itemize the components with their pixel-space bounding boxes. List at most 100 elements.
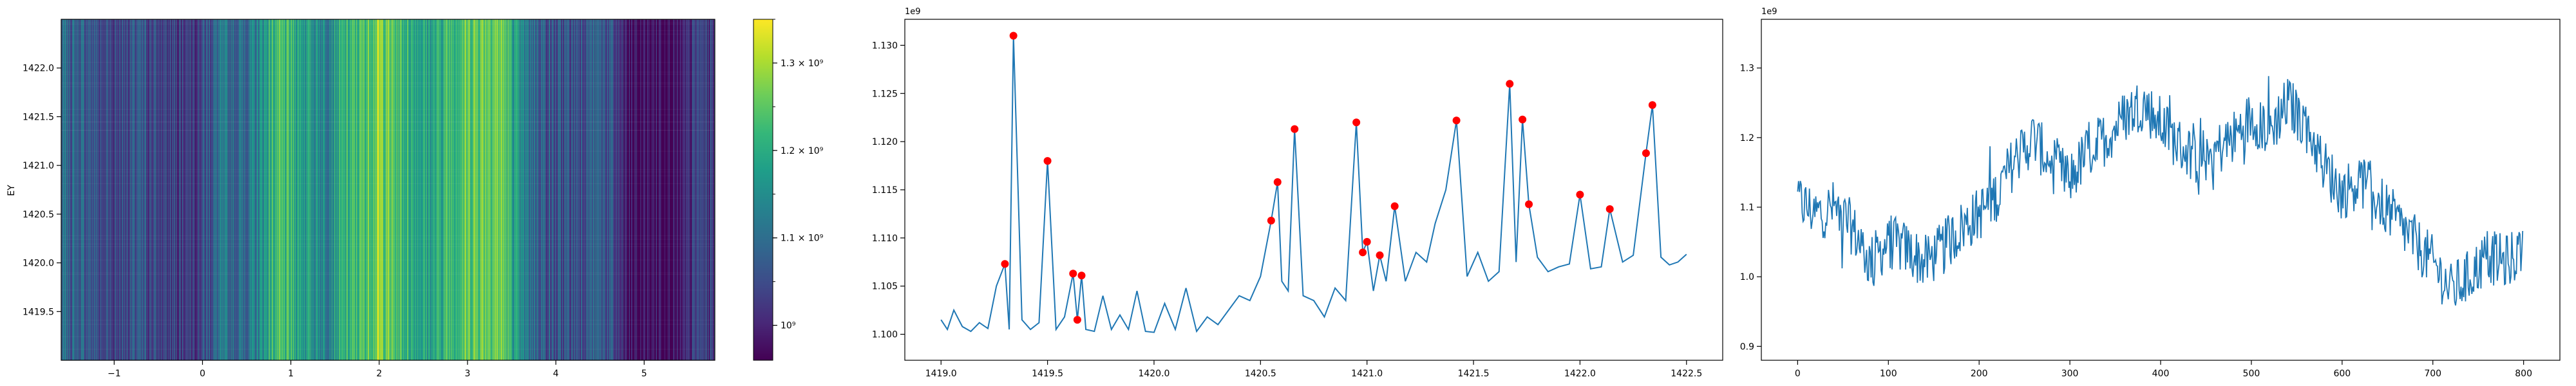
heatmap-column — [92, 19, 93, 360]
heatmap-column — [108, 19, 109, 360]
series-x-tick-label: 0 — [1795, 369, 1801, 379]
heatmap-column — [140, 19, 142, 360]
heatmap-column — [260, 19, 261, 360]
heatmap-column — [215, 19, 216, 360]
heatmap-column — [583, 19, 585, 360]
heatmap-column — [575, 19, 576, 360]
heatmap-column — [529, 19, 531, 360]
heatmap-column — [693, 19, 694, 360]
peak-marker — [1291, 125, 1299, 133]
heatmap-column — [105, 19, 106, 360]
heatmap-column — [332, 19, 334, 360]
heatmap-column — [607, 19, 609, 360]
heatmap-column — [488, 19, 489, 360]
peaks-x-tick-label: 1420.0 — [1138, 369, 1170, 379]
heatmap-column — [278, 19, 279, 360]
heatmap-column — [657, 19, 658, 360]
heatmap-column — [591, 19, 592, 360]
heatmap-column — [674, 19, 676, 360]
peaks-y-tick-label: 1.130 — [872, 41, 898, 51]
heatmap-column — [110, 19, 111, 360]
heatmap-column — [370, 19, 372, 360]
heatmap-column — [615, 19, 616, 360]
heatmap-column — [515, 19, 516, 360]
heatmap-column — [275, 19, 276, 360]
heatmap-column — [279, 19, 281, 360]
heatmap-column — [137, 19, 138, 360]
heatmap-column — [571, 19, 573, 360]
heatmap-column — [141, 19, 142, 360]
heatmap-column — [362, 19, 363, 360]
heatmap-column — [442, 19, 444, 360]
series-y-tick-label: 1.3 — [1740, 64, 1754, 74]
series-chart-offset-label: 1e9 — [1761, 7, 1777, 17]
heatmap-column — [251, 19, 252, 360]
heatmap-column — [650, 19, 652, 360]
peak-marker — [1452, 116, 1461, 125]
heatmap-row-texture — [61, 235, 715, 236]
heatmap-column — [101, 19, 102, 360]
heatmap-column — [640, 19, 641, 360]
heatmap-column — [66, 19, 68, 360]
heatmap-column — [236, 19, 238, 360]
heatmap-column — [387, 19, 388, 360]
heatmap-row-texture — [61, 82, 715, 84]
heatmap-x-tick-label: 3 — [464, 369, 470, 379]
heatmap-column — [653, 19, 654, 360]
heatmap-column — [149, 19, 151, 360]
heatmap-column — [483, 19, 484, 360]
heatmap-column — [630, 19, 632, 360]
heatmap-column — [290, 19, 292, 360]
heatmap-column — [130, 19, 131, 360]
heatmap-y-tick-label: 1421.5 — [23, 112, 54, 122]
heatmap-column — [434, 19, 435, 360]
heatmap-column — [683, 19, 685, 360]
heatmap-column — [300, 19, 301, 360]
heatmap-column — [440, 19, 442, 360]
heatmap-column — [675, 19, 676, 360]
heatmap-column — [662, 19, 663, 360]
heatmap-column — [261, 19, 263, 360]
heatmap-column — [489, 19, 491, 360]
peaks-x-tick-label: 1419.0 — [925, 369, 957, 379]
heatmap-column — [289, 19, 290, 360]
heatmap-column — [161, 19, 162, 360]
heatmap-column — [458, 19, 459, 360]
heatmap-column — [394, 19, 395, 360]
heatmap-column — [644, 19, 645, 360]
heatmap-column — [344, 19, 345, 360]
heatmap-column — [324, 19, 325, 360]
heatmap-column — [531, 19, 533, 360]
heatmap-column — [270, 19, 272, 360]
heatmap-column — [684, 19, 685, 360]
heatmap-column — [467, 19, 468, 360]
heatmap-column — [218, 19, 220, 360]
heatmap-column — [287, 19, 289, 360]
heatmap-column — [126, 19, 128, 360]
heatmap-column — [454, 19, 455, 360]
peak-marker — [1073, 316, 1081, 324]
heatmap-column — [252, 19, 254, 360]
heatmap-column — [686, 19, 687, 360]
heatmap-column — [456, 19, 457, 360]
heatmap-column — [573, 19, 574, 360]
heatmap-column — [612, 19, 614, 360]
heatmap-column — [233, 19, 234, 360]
heatmap-column — [390, 19, 392, 360]
heatmap-column — [409, 19, 410, 360]
heatmap-column — [677, 19, 679, 360]
heatmap-column — [291, 19, 292, 360]
heatmap-column — [622, 19, 623, 360]
heatmap-column — [132, 19, 133, 360]
heatmap-row-texture — [61, 324, 715, 325]
heatmap-column — [664, 19, 665, 360]
heatmap-column — [100, 19, 102, 360]
heatmap-column — [411, 19, 412, 360]
heatmap-column — [152, 19, 153, 360]
heatmap-column — [68, 19, 70, 360]
heatmap-column — [626, 19, 627, 360]
series-x-tick-label: 500 — [2243, 369, 2260, 379]
heatmap-column — [249, 19, 251, 360]
heatmap-column — [563, 19, 564, 360]
heatmap-column — [111, 19, 113, 360]
